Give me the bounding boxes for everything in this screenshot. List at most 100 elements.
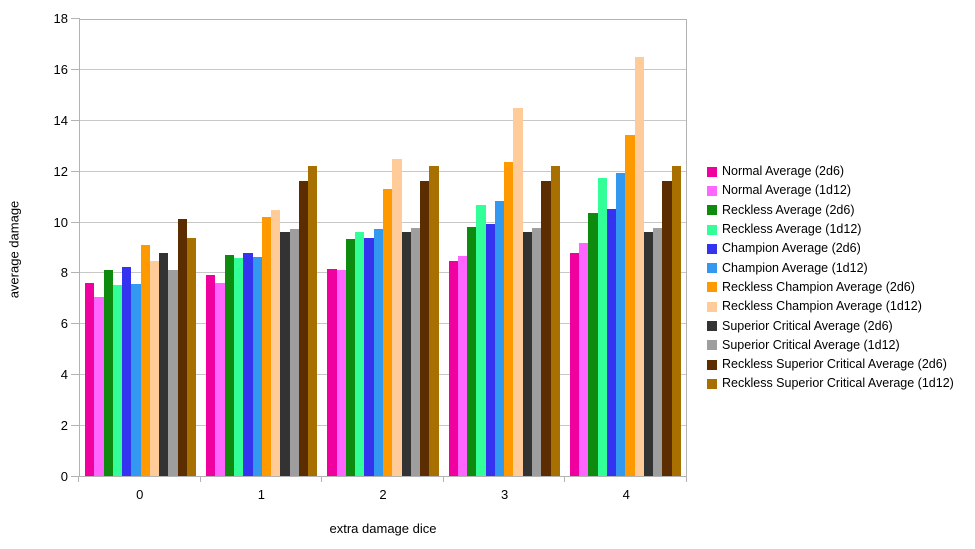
bar	[485, 224, 495, 476]
legend-label: Superior Critical Average (1d12)	[722, 337, 900, 352]
gridline-16	[80, 68, 686, 70]
bar	[625, 135, 635, 476]
bar	[643, 231, 654, 476]
bar-group-1	[201, 20, 322, 476]
legend-swatch-icon	[707, 205, 717, 216]
bar	[336, 269, 346, 476]
legend-item: Reckless Champion Average (2d6)	[707, 278, 954, 297]
bar-group-4	[565, 20, 686, 476]
bar	[252, 257, 262, 476]
legend-label: Reckless Champion Average (1d12)	[722, 299, 922, 314]
x-axis-title: extra damage dice	[329, 521, 437, 536]
bar	[215, 282, 225, 476]
bar	[364, 238, 374, 476]
legend-swatch-icon	[707, 378, 717, 389]
legend-swatch-icon	[707, 340, 717, 351]
bar	[308, 165, 318, 476]
bar-groups	[80, 20, 686, 476]
bar	[476, 205, 486, 476]
bar	[513, 108, 523, 476]
bar	[401, 231, 411, 476]
legend-label: Reckless Superior Critical Average (2d6)	[722, 357, 947, 372]
bar	[224, 254, 234, 476]
bar	[131, 283, 141, 476]
bar-group-3	[444, 20, 565, 476]
legend-item: Reckless Superior Critical Average (2d6)	[707, 355, 954, 374]
bar	[597, 178, 607, 476]
legend-item: Reckless Average (2d6)	[707, 201, 954, 220]
bar	[140, 244, 150, 476]
legend-label: Champion Average (2d6)	[722, 241, 861, 256]
legend-label: Normal Average (1d12)	[722, 183, 852, 198]
bar	[429, 165, 439, 476]
bar	[261, 216, 272, 476]
x-tick-3	[442, 476, 444, 482]
bar	[85, 282, 95, 476]
legend-item: Reckless Champion Average (1d12)	[707, 297, 954, 316]
bar	[467, 226, 477, 476]
legend-item: Normal Average (2d6)	[707, 162, 954, 181]
bar	[504, 161, 514, 476]
y-tick-4	[71, 374, 80, 376]
bar	[327, 268, 337, 476]
legend-swatch-icon	[707, 224, 717, 235]
bar	[112, 285, 123, 476]
bar	[671, 165, 681, 476]
bar	[616, 173, 626, 476]
y-tick-label-2: 2	[60, 418, 68, 434]
legend-swatch-icon	[707, 359, 717, 370]
bar	[206, 275, 216, 476]
legend-item: Superior Critical Average (1d12)	[707, 336, 954, 355]
bar	[457, 255, 468, 476]
legend-item: Reckless Average (1d12)	[707, 220, 954, 239]
y-tick-label-4: 4	[60, 367, 68, 383]
y-tick-8	[71, 272, 80, 274]
y-tick-label-8: 8	[60, 265, 68, 281]
y-tick-label-10: 10	[53, 214, 68, 230]
y-tick-2	[71, 425, 80, 427]
legend-item: Superior Critical Average (2d6)	[707, 316, 954, 335]
x-tick-2	[321, 476, 323, 482]
bar	[103, 269, 113, 476]
x-tick-5	[686, 476, 687, 482]
x-tick-0	[78, 476, 79, 482]
bar-group-0	[80, 20, 201, 476]
bar	[280, 231, 290, 476]
legend-label: Reckless Average (2d6)	[722, 202, 855, 217]
legend-swatch-icon	[707, 301, 717, 312]
bar-group-2	[322, 20, 443, 476]
bar	[243, 253, 253, 476]
legend-swatch-icon	[707, 282, 717, 293]
legend-item: Normal Average (1d12)	[707, 181, 954, 200]
bar	[289, 229, 299, 476]
y-tick-0	[71, 476, 80, 477]
legend-swatch-icon	[707, 263, 717, 274]
bar	[186, 238, 197, 476]
y-tick-14	[71, 119, 80, 121]
bar	[522, 231, 532, 476]
bar	[355, 231, 365, 476]
bar	[541, 180, 551, 476]
x-tick-1	[199, 476, 201, 482]
y-axis-title: average damage	[6, 200, 22, 299]
y-tick-16	[71, 68, 80, 70]
bar	[494, 201, 505, 476]
bar	[653, 227, 663, 476]
x-category-label-4: 4	[622, 487, 630, 502]
y-tick-label-16: 16	[53, 61, 68, 77]
bar	[606, 208, 617, 476]
bar	[168, 269, 178, 476]
y-tick-label-6: 6	[60, 316, 68, 332]
bar	[122, 267, 132, 476]
legend-item: Reckless Superior Critical Average (1d12…	[707, 374, 954, 393]
legend-label: Normal Average (2d6)	[722, 164, 845, 179]
legend-swatch-icon	[707, 321, 717, 332]
gridline-14	[80, 119, 686, 121]
bar	[373, 229, 383, 476]
x-category-label-1: 1	[257, 487, 265, 502]
gridline-12	[80, 170, 686, 172]
bar	[383, 188, 393, 476]
bar	[662, 180, 672, 476]
bar	[588, 212, 598, 476]
